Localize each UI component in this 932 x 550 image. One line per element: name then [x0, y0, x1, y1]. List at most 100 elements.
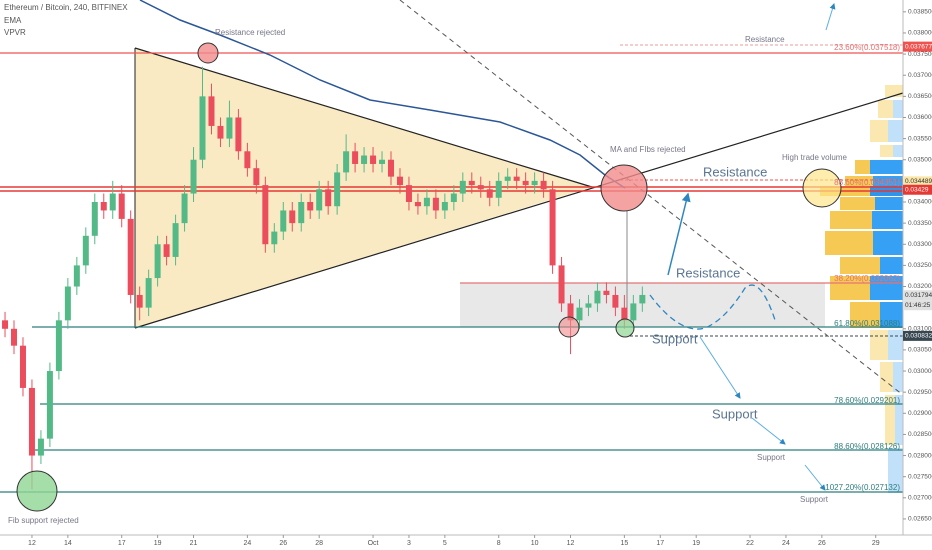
- candle-body: [208, 96, 215, 126]
- candle-body: [414, 201, 421, 207]
- price-tag-label: 0.031794: [905, 292, 932, 299]
- annotation: Resistance rejected: [215, 28, 285, 37]
- highlight-circle: [615, 318, 635, 338]
- fib-label: 61.80%(0.031088): [834, 319, 900, 328]
- symbol-title: Ethereum / Bitcoin, 240, BITFINEX: [4, 3, 128, 12]
- candle-body: [91, 201, 98, 236]
- candle-body: [226, 117, 233, 139]
- annotation: Support: [652, 331, 698, 346]
- candle-body: [127, 218, 134, 295]
- projection-arrow: [667, 192, 691, 276]
- candle-body: [531, 180, 538, 186]
- volume-profile: [820, 85, 903, 493]
- fib-label: 88.60%(0.028126): [834, 442, 900, 451]
- x-tick-label: 26: [279, 540, 287, 547]
- x-tick-label: 12: [28, 540, 36, 547]
- candle-body: [100, 201, 107, 211]
- candle-body: [271, 231, 278, 245]
- fib-label: 78.60%(0.029201): [834, 396, 900, 405]
- candle-body: [334, 172, 341, 207]
- x-tick-label: 8: [497, 540, 501, 547]
- candle-body: [154, 244, 161, 279]
- candle-body: [576, 307, 583, 321]
- annotation: Support: [757, 453, 786, 462]
- highlight-circle: [802, 168, 842, 208]
- candle-body: [19, 345, 26, 388]
- highlight-circle: [558, 316, 580, 338]
- candle-body: [55, 320, 62, 372]
- candles: [2, 66, 646, 490]
- candle-body: [280, 210, 287, 232]
- trendline: [134, 92, 904, 329]
- candle-body: [73, 265, 80, 287]
- candle-body: [109, 193, 116, 211]
- candle-body: [217, 125, 224, 139]
- candle-body: [441, 201, 448, 211]
- candle-body: [549, 189, 556, 266]
- candle-body: [486, 189, 493, 198]
- x-tick-label: 26: [818, 540, 826, 547]
- candle-body: [612, 294, 619, 308]
- x-tick-label: 10: [531, 540, 539, 547]
- candle-body: [352, 151, 359, 164]
- candle-body: [46, 371, 53, 439]
- candle-body: [244, 151, 251, 169]
- projection-arrow: [804, 464, 826, 491]
- candle-body: [190, 159, 197, 194]
- price-tag: [903, 184, 932, 195]
- annotation: Fib support rejected: [8, 516, 79, 525]
- candle-body: [630, 303, 637, 321]
- candle-body: [558, 265, 565, 304]
- candle-body: [199, 96, 206, 160]
- annotation: Resistance: [676, 265, 740, 280]
- highlight-circle: [600, 164, 648, 212]
- ema-line: [139, 0, 626, 189]
- annotation: Resistance: [745, 35, 785, 44]
- fib-label: 1027.20%(0.027132): [825, 483, 900, 492]
- candle-body: [118, 193, 125, 219]
- candle-body: [64, 286, 71, 321]
- indicator-label: EMA: [4, 16, 22, 25]
- candle-body: [370, 155, 377, 164]
- x-tick-label: 19: [154, 540, 162, 547]
- price-tag: [903, 290, 932, 301]
- x-tick-label: 21: [190, 540, 198, 547]
- candle-body: [504, 176, 511, 181]
- projection-arrow: [825, 3, 836, 31]
- candle-body: [361, 155, 368, 164]
- x-tick-label: 19: [692, 540, 700, 547]
- trendline: [399, 0, 904, 396]
- candle-body: [289, 210, 296, 224]
- x-tick-label: Oct: [368, 540, 379, 547]
- y-tick-label: 0.038500: [908, 9, 932, 16]
- candle-body: [325, 189, 332, 207]
- price-tag-label: 0.037677: [905, 43, 932, 50]
- annotation: Support: [800, 495, 829, 504]
- candle-body: [450, 193, 457, 202]
- candle-body: [262, 185, 269, 245]
- trendline: [134, 47, 593, 188]
- x-tick-label: 29: [872, 540, 880, 547]
- fib-label: 38.20%(0.032062): [834, 274, 900, 283]
- candle-body: [37, 438, 44, 456]
- candle-body: [145, 278, 152, 308]
- x-tick-label: 3: [407, 540, 411, 547]
